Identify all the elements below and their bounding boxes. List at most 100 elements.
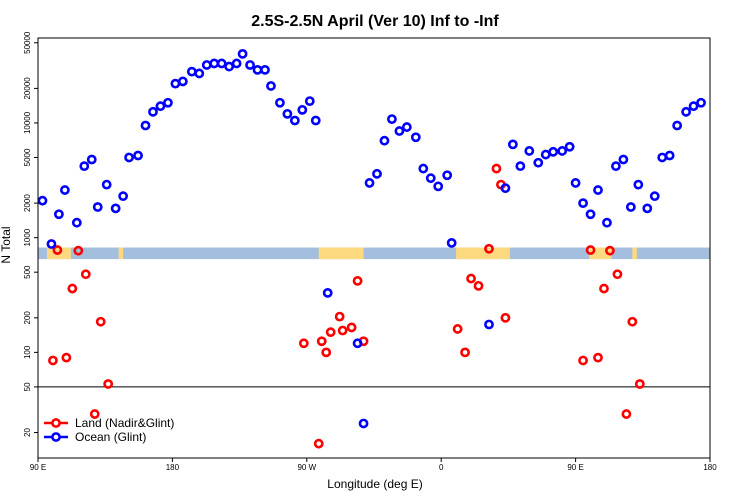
ocean-point bbox=[322, 287, 333, 298]
ocean-point bbox=[79, 161, 90, 172]
x-axis-label: Longitude (deg E) bbox=[327, 477, 422, 491]
land-point bbox=[334, 311, 345, 322]
x-tick-label: 90 E bbox=[567, 463, 583, 472]
x-axis: 90 E 180 90 W 0 90 E 180 bbox=[30, 458, 717, 472]
land-point bbox=[352, 275, 363, 286]
land-point bbox=[460, 347, 470, 358]
land-point bbox=[466, 273, 476, 284]
ocean-point bbox=[101, 179, 112, 190]
ocean-point bbox=[394, 126, 405, 136]
ocean-point bbox=[245, 60, 255, 70]
ocean-point bbox=[216, 58, 227, 69]
ocean-point bbox=[578, 198, 588, 209]
ocean-point bbox=[282, 108, 293, 119]
ocean-point bbox=[275, 97, 285, 108]
legend-label: Ocean (Glint) bbox=[75, 430, 146, 444]
land-point bbox=[321, 347, 332, 358]
y-tick-label: 500 bbox=[23, 265, 32, 279]
ocean-point bbox=[237, 48, 248, 59]
ocean-point bbox=[209, 58, 220, 69]
land-point bbox=[627, 316, 638, 327]
ocean-point bbox=[260, 64, 270, 75]
ocean-point bbox=[593, 185, 603, 195]
ocean-point bbox=[484, 319, 494, 330]
ocean-point bbox=[570, 178, 581, 188]
land-point bbox=[491, 163, 502, 174]
ocean-point bbox=[611, 161, 621, 172]
ocean-point bbox=[110, 203, 121, 214]
y-tick-label: 5000 bbox=[23, 148, 32, 166]
land-point bbox=[484, 243, 494, 254]
map-strip-land bbox=[632, 247, 637, 260]
y-axis-label: N Total bbox=[0, 226, 13, 263]
ocean-point bbox=[133, 150, 143, 161]
ocean-point bbox=[633, 179, 644, 190]
ocean-point bbox=[585, 209, 596, 220]
ocean-point bbox=[289, 115, 300, 126]
land-point bbox=[325, 327, 336, 338]
legend-label: Land (Nadir&Glint) bbox=[75, 416, 174, 430]
y-tick-label: 200 bbox=[23, 311, 32, 325]
land-point bbox=[599, 283, 609, 294]
map-strip-land bbox=[318, 247, 364, 260]
land-point bbox=[605, 245, 615, 256]
legend-marker bbox=[51, 432, 61, 442]
ocean-point bbox=[124, 152, 134, 163]
land-point bbox=[67, 283, 78, 294]
ocean-series bbox=[37, 48, 706, 429]
land-point bbox=[313, 438, 324, 449]
ocean-point bbox=[155, 101, 166, 112]
ocean-point bbox=[266, 81, 276, 91]
map-strip-ocean bbox=[38, 247, 710, 260]
ocean-point bbox=[533, 157, 544, 168]
y-tick-label: 20 bbox=[23, 428, 32, 437]
map-strip-land bbox=[118, 247, 124, 260]
legend: Land (Nadir&Glint)Ocean (Glint) bbox=[44, 416, 174, 444]
ocean-point bbox=[364, 178, 375, 188]
ocean-point bbox=[352, 338, 363, 349]
ocean-point bbox=[557, 146, 568, 156]
y-axis: 20 50 100 200 500 1000 2000 5000 10000 20000 50000 bbox=[23, 31, 38, 437]
ocean-point bbox=[310, 115, 321, 126]
ocean-point bbox=[252, 64, 263, 75]
ocean-point bbox=[163, 97, 173, 108]
ocean-point bbox=[642, 203, 653, 214]
ocean-point bbox=[224, 61, 235, 72]
y-tick-label: 10000 bbox=[23, 111, 32, 134]
y-tick-label: 20000 bbox=[23, 77, 32, 100]
ocean-point bbox=[664, 150, 675, 161]
land-point bbox=[593, 352, 603, 363]
ocean-point bbox=[524, 146, 535, 156]
land-point bbox=[298, 338, 309, 349]
map-strip-land bbox=[456, 247, 510, 260]
ocean-point bbox=[86, 154, 97, 165]
land-point bbox=[346, 322, 357, 333]
land-point bbox=[316, 336, 327, 347]
ocean-point bbox=[358, 418, 369, 429]
ocean-point bbox=[672, 120, 683, 131]
y-tick-label: 2000 bbox=[23, 194, 32, 212]
ocean-point bbox=[304, 96, 315, 106]
ocean-point bbox=[177, 76, 188, 87]
ocean-point bbox=[681, 106, 692, 117]
y-tick-label: 1000 bbox=[23, 228, 32, 246]
ocean-point bbox=[433, 181, 444, 192]
ocean-point bbox=[54, 209, 64, 220]
ocean-point bbox=[446, 237, 457, 248]
ocean-point bbox=[618, 154, 629, 165]
land-point bbox=[52, 245, 63, 255]
land-point bbox=[73, 245, 84, 256]
ocean-point bbox=[140, 120, 151, 131]
ocean-point bbox=[696, 97, 706, 108]
ocean-point bbox=[194, 68, 205, 79]
x-tick-label: 0 bbox=[439, 463, 444, 472]
land-point bbox=[80, 269, 91, 280]
ocean-point bbox=[625, 202, 636, 212]
land-point bbox=[612, 269, 623, 280]
land-point bbox=[48, 355, 58, 366]
ocean-point bbox=[500, 183, 511, 194]
ocean-point bbox=[46, 239, 57, 249]
ocean-point bbox=[507, 139, 518, 150]
